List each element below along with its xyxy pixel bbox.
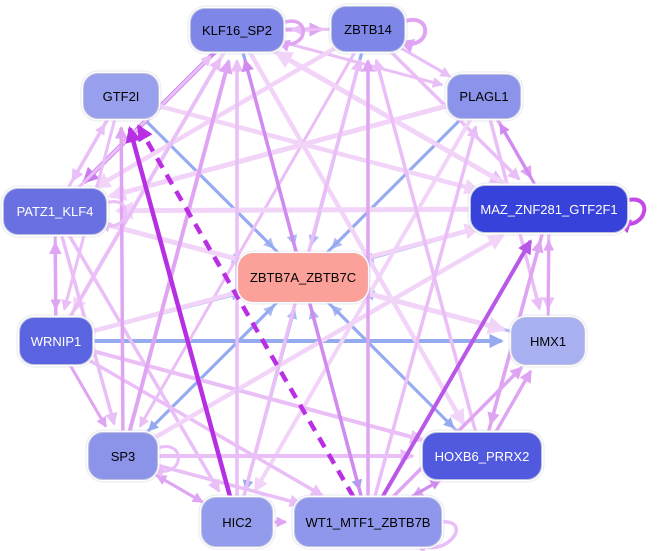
node-hic2[interactable]: HIC2 xyxy=(201,497,273,547)
edge-plagl1-hic2[interactable] xyxy=(253,117,473,493)
edge-sp3-gtf2i[interactable] xyxy=(114,125,128,432)
node-wt1_mtf1_zbtb7b[interactable]: WT1_MTF1_ZBTB7B xyxy=(294,497,442,547)
edge-patz1_klf4-gtf2i[interactable] xyxy=(67,123,106,189)
node-label: WRNIP1 xyxy=(30,333,82,349)
node-patz1_klf4[interactable]: PATZ1_KLF4 xyxy=(3,187,107,235)
edge-hic2-gtf2i[interactable] xyxy=(125,125,233,498)
node-label: PATZ1_KLF4 xyxy=(16,203,94,219)
self-loop-patz1_klf4[interactable] xyxy=(99,200,128,233)
node-sp3[interactable]: SP3 xyxy=(88,432,158,480)
edge-sp3-klf16_sp2[interactable] xyxy=(127,58,233,432)
node-label: HMX1 xyxy=(529,333,567,349)
node-wrnip1[interactable]: WRNIP1 xyxy=(19,317,93,365)
edge-wrnip1-patz1_klf4[interactable] xyxy=(48,241,62,317)
node-label: ZBTB7A_ZBTB7C xyxy=(249,269,357,285)
edge-hic2-sp3[interactable] xyxy=(155,474,210,507)
edge-wt1_mtf1_zbtb7b-maz_znf281_gtf2f1[interactable] xyxy=(380,239,533,498)
edge-klf16_sp2-hoxb6_prrx2[interactable] xyxy=(247,51,466,426)
node-label: GTF2I xyxy=(102,88,140,104)
edge-wt1_mtf1_zbtb7b-plagl1[interactable] xyxy=(373,124,479,497)
node-maz_znf281_gtf2f1[interactable]: MAZ_ZNF281_GTF2F1 xyxy=(470,185,628,233)
edge-hoxb6_prrx2-zbtb14[interactable] xyxy=(372,58,478,432)
self-loop-maz_znf281_gtf2f1[interactable] xyxy=(616,197,647,234)
edge-maz_znf281_gtf2f1-plagl1[interactable] xyxy=(499,123,537,186)
self-loop-klf16_sp2[interactable] xyxy=(277,19,306,52)
self-loop-zbtb14[interactable] xyxy=(399,17,428,53)
node-label: WT1_MTF1_ZBTB7B xyxy=(305,514,431,530)
node-label: HIC2 xyxy=(222,514,252,530)
node-label: SP3 xyxy=(110,448,136,464)
edge-hoxb6_prrx2-hmx1[interactable] xyxy=(494,369,533,433)
edge-zbtb14-sp3[interactable] xyxy=(138,50,357,428)
node-label: ZBTB14 xyxy=(344,21,392,37)
node-label: HOXB6_PRRX2 xyxy=(434,448,530,464)
edge-wt1_mtf1_zbtb7b-hoxb6_prrx2[interactable] xyxy=(405,479,442,501)
node-label: PLAGL1 xyxy=(459,88,509,104)
edge-gtf2i-maz_znf281_gtf2f1[interactable] xyxy=(156,103,481,195)
node-plagl1[interactable]: PLAGL1 xyxy=(447,73,521,119)
node-gtf2i[interactable]: GTF2I xyxy=(83,73,159,119)
edge-patz1_klf4-klf16_sp2[interactable] xyxy=(76,54,212,190)
edge-wt1_mtf1_zbtb7b-gtf2i[interactable] xyxy=(136,124,356,498)
edge-hmx1-maz_znf281_gtf2f1[interactable] xyxy=(543,239,555,317)
node-hmx1[interactable]: HMX1 xyxy=(511,317,585,365)
self-loop-sp3[interactable] xyxy=(152,445,180,478)
edge-wrnip1-sp3[interactable] xyxy=(68,363,108,428)
edge-zbtb14-plagl1[interactable] xyxy=(395,43,452,78)
node-zbtb7a_zbtb7c[interactable]: ZBTB7A_ZBTB7C xyxy=(238,252,368,302)
edge-zbtb14-patz1_klf4[interactable] xyxy=(93,43,342,190)
edge-maz_znf281_gtf2f1-patz1_klf4[interactable] xyxy=(114,201,470,220)
node-label: KLF16_SP2 xyxy=(201,22,273,38)
node-zbtb14[interactable]: ZBTB14 xyxy=(331,6,405,52)
node-label: MAZ_ZNF281_GTF2F1 xyxy=(480,201,618,217)
node-hoxb6_prrx2[interactable]: HOXB6_PRRX2 xyxy=(422,432,542,480)
node-klf16_sp2[interactable]: KLF16_SP2 xyxy=(190,8,284,52)
edge-sp3-maz_znf281_gtf2f1[interactable] xyxy=(149,234,505,442)
